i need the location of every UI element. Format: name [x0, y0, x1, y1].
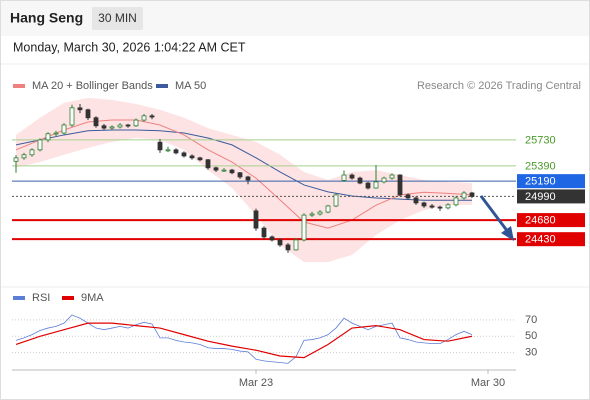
candle-body	[189, 155, 195, 159]
rsi-line	[15, 314, 473, 364]
candle-body	[245, 176, 251, 181]
candle-body	[397, 174, 403, 196]
candle-body	[293, 239, 299, 251]
candle-body	[101, 125, 107, 129]
candle-body	[221, 169, 227, 172]
candle-body	[325, 205, 331, 213]
candle-body	[389, 174, 395, 179]
candle-body	[205, 159, 211, 169]
candle-body	[61, 124, 67, 134]
candle-body	[277, 239, 283, 246]
x-tick-label: Mar 23	[239, 377, 273, 389]
candle-body	[349, 174, 355, 179]
candle-body	[93, 117, 99, 127]
level-label: 25390	[525, 160, 556, 172]
candle-body	[237, 172, 243, 178]
candle-body	[269, 236, 275, 241]
level-label-box	[517, 174, 585, 189]
level-label: 25190	[525, 176, 556, 188]
candle-body	[453, 197, 459, 206]
level-label: 25730	[525, 134, 556, 146]
legend-swatch	[13, 296, 25, 300]
level-label: 24990	[525, 191, 556, 203]
candle-body	[429, 205, 435, 208]
level-label: 24430	[525, 234, 556, 246]
legend-label: RSI	[32, 292, 50, 304]
candle-body	[341, 174, 347, 181]
legend-label: MA 50	[175, 80, 206, 92]
legend-swatch	[156, 84, 168, 88]
candle-body	[53, 132, 59, 135]
candle-body	[77, 107, 83, 111]
candle-body	[37, 139, 43, 151]
candle-body	[181, 152, 187, 157]
level-label-box	[517, 213, 585, 228]
candle-body	[285, 244, 291, 251]
candle-body	[469, 192, 475, 197]
label-layer: MA 20 + Bollinger Bands MA 50 RSI 9MA Resear…	[13, 80, 585, 389]
candle-body	[437, 206, 443, 209]
legend-swatch	[62, 296, 74, 300]
candle-body	[445, 204, 451, 209]
rsi-ma-line	[15, 322, 473, 359]
legend-label: MA 20 + Bollinger Bands	[32, 80, 153, 92]
candle-body	[461, 192, 467, 199]
candle-body	[229, 169, 235, 174]
legend-label: 9MA	[81, 292, 104, 304]
forecast-arrow	[479, 195, 510, 233]
source-note: Research © 2026 Trading Central	[417, 80, 581, 92]
candle-body	[413, 197, 419, 204]
forecast-arrow-head	[501, 226, 514, 241]
candle-body	[365, 182, 371, 189]
candle-body	[21, 154, 27, 159]
instrument-title: Hang Seng	[10, 10, 83, 26]
candle-body	[149, 115, 155, 118]
candle-body	[333, 194, 339, 207]
interval-button[interactable]	[92, 7, 143, 30]
candle-body	[261, 227, 267, 238]
candle-body	[141, 115, 147, 121]
candle-body	[125, 124, 131, 127]
candle-body	[373, 181, 379, 189]
candle-body	[117, 124, 123, 128]
level-label-box	[517, 232, 585, 247]
candle-body	[29, 149, 35, 156]
main-layer	[12, 104, 516, 374]
candle-body	[197, 157, 203, 161]
candle-body	[133, 119, 139, 127]
candle-body	[421, 202, 427, 207]
candle-body	[317, 211, 323, 215]
candle-body	[173, 149, 179, 154]
candle-body	[213, 167, 219, 171]
level-label: 24680	[525, 214, 556, 226]
candle-body	[381, 177, 387, 183]
interval-label[interactable]: 30 MIN	[98, 11, 137, 25]
candle-body	[109, 126, 115, 129]
candle-body	[357, 177, 363, 184]
candle-body	[85, 109, 91, 119]
candle-body	[301, 214, 307, 241]
legend-swatch	[13, 84, 25, 88]
timestamp: Monday, March 30, 2026 1:04:22 AM CET	[13, 40, 246, 54]
header-bar	[1, 1, 589, 36]
level-label-box	[517, 189, 585, 204]
candle-body	[157, 141, 163, 151]
ma50-line	[15, 129, 472, 201]
candle-body	[45, 133, 51, 141]
candle-body	[165, 149, 171, 152]
candle-body	[253, 210, 259, 229]
candle-body	[13, 157, 19, 162]
rsi-tick-label: 30	[525, 347, 537, 359]
rsi-tick-label: 70	[525, 314, 537, 326]
candle-body	[69, 107, 75, 126]
x-tick-label: Mar 30	[471, 377, 505, 389]
candle-body	[309, 213, 315, 216]
rsi-tick-label: 50	[525, 330, 537, 342]
candle-body	[405, 194, 411, 199]
